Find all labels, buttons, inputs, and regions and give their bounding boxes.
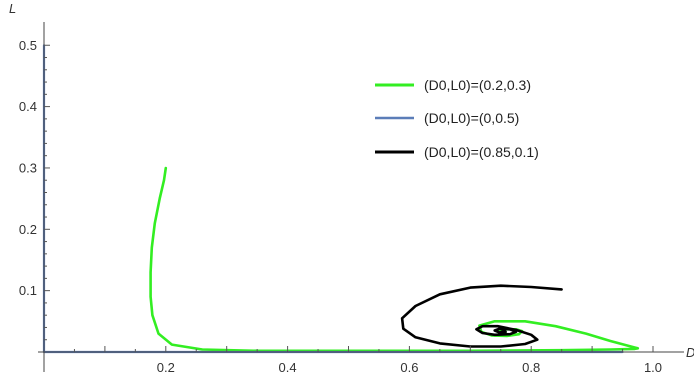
series-line-1	[149, 166, 640, 353]
x-tick-label: 1.0	[644, 360, 662, 375]
axes-layer	[38, 22, 684, 372]
legend-label-1: (D0,L0)=(0.2,0.3)	[424, 77, 531, 93]
x-tick-label: 0.2	[157, 360, 175, 375]
legend-label-2: (D0,L0)=(0,0.5)	[424, 110, 519, 126]
x-axis-label: D	[686, 345, 694, 360]
x-tick-label: 0.8	[522, 360, 540, 375]
labels-layer: 0.2 0.4 0.6 0.8 1.0 0.1 0.2 0.3 0.4 0.5 L D	[9, 1, 694, 375]
y-tick-label: 0.3	[19, 160, 37, 175]
y-tick-label: 0.2	[19, 222, 37, 237]
series-line-2	[42, 44, 624, 354]
legend-label-3: (D0,L0)=(0.85,0.1)	[424, 144, 539, 160]
y-tick-label: 0.1	[19, 283, 37, 298]
x-tick-label: 0.6	[400, 360, 418, 375]
y-axis-label: L	[9, 1, 16, 16]
x-tick-label: 0.4	[279, 360, 297, 375]
series-layer	[42, 44, 640, 354]
series-line-3	[400, 284, 563, 348]
y-tick-label: 0.5	[19, 38, 37, 53]
legend: (D0,L0)=(0.2,0.3) (D0,L0)=(0,0.5) (D0,L0)=…	[375, 77, 539, 160]
y-tick-label: 0.4	[19, 99, 37, 114]
